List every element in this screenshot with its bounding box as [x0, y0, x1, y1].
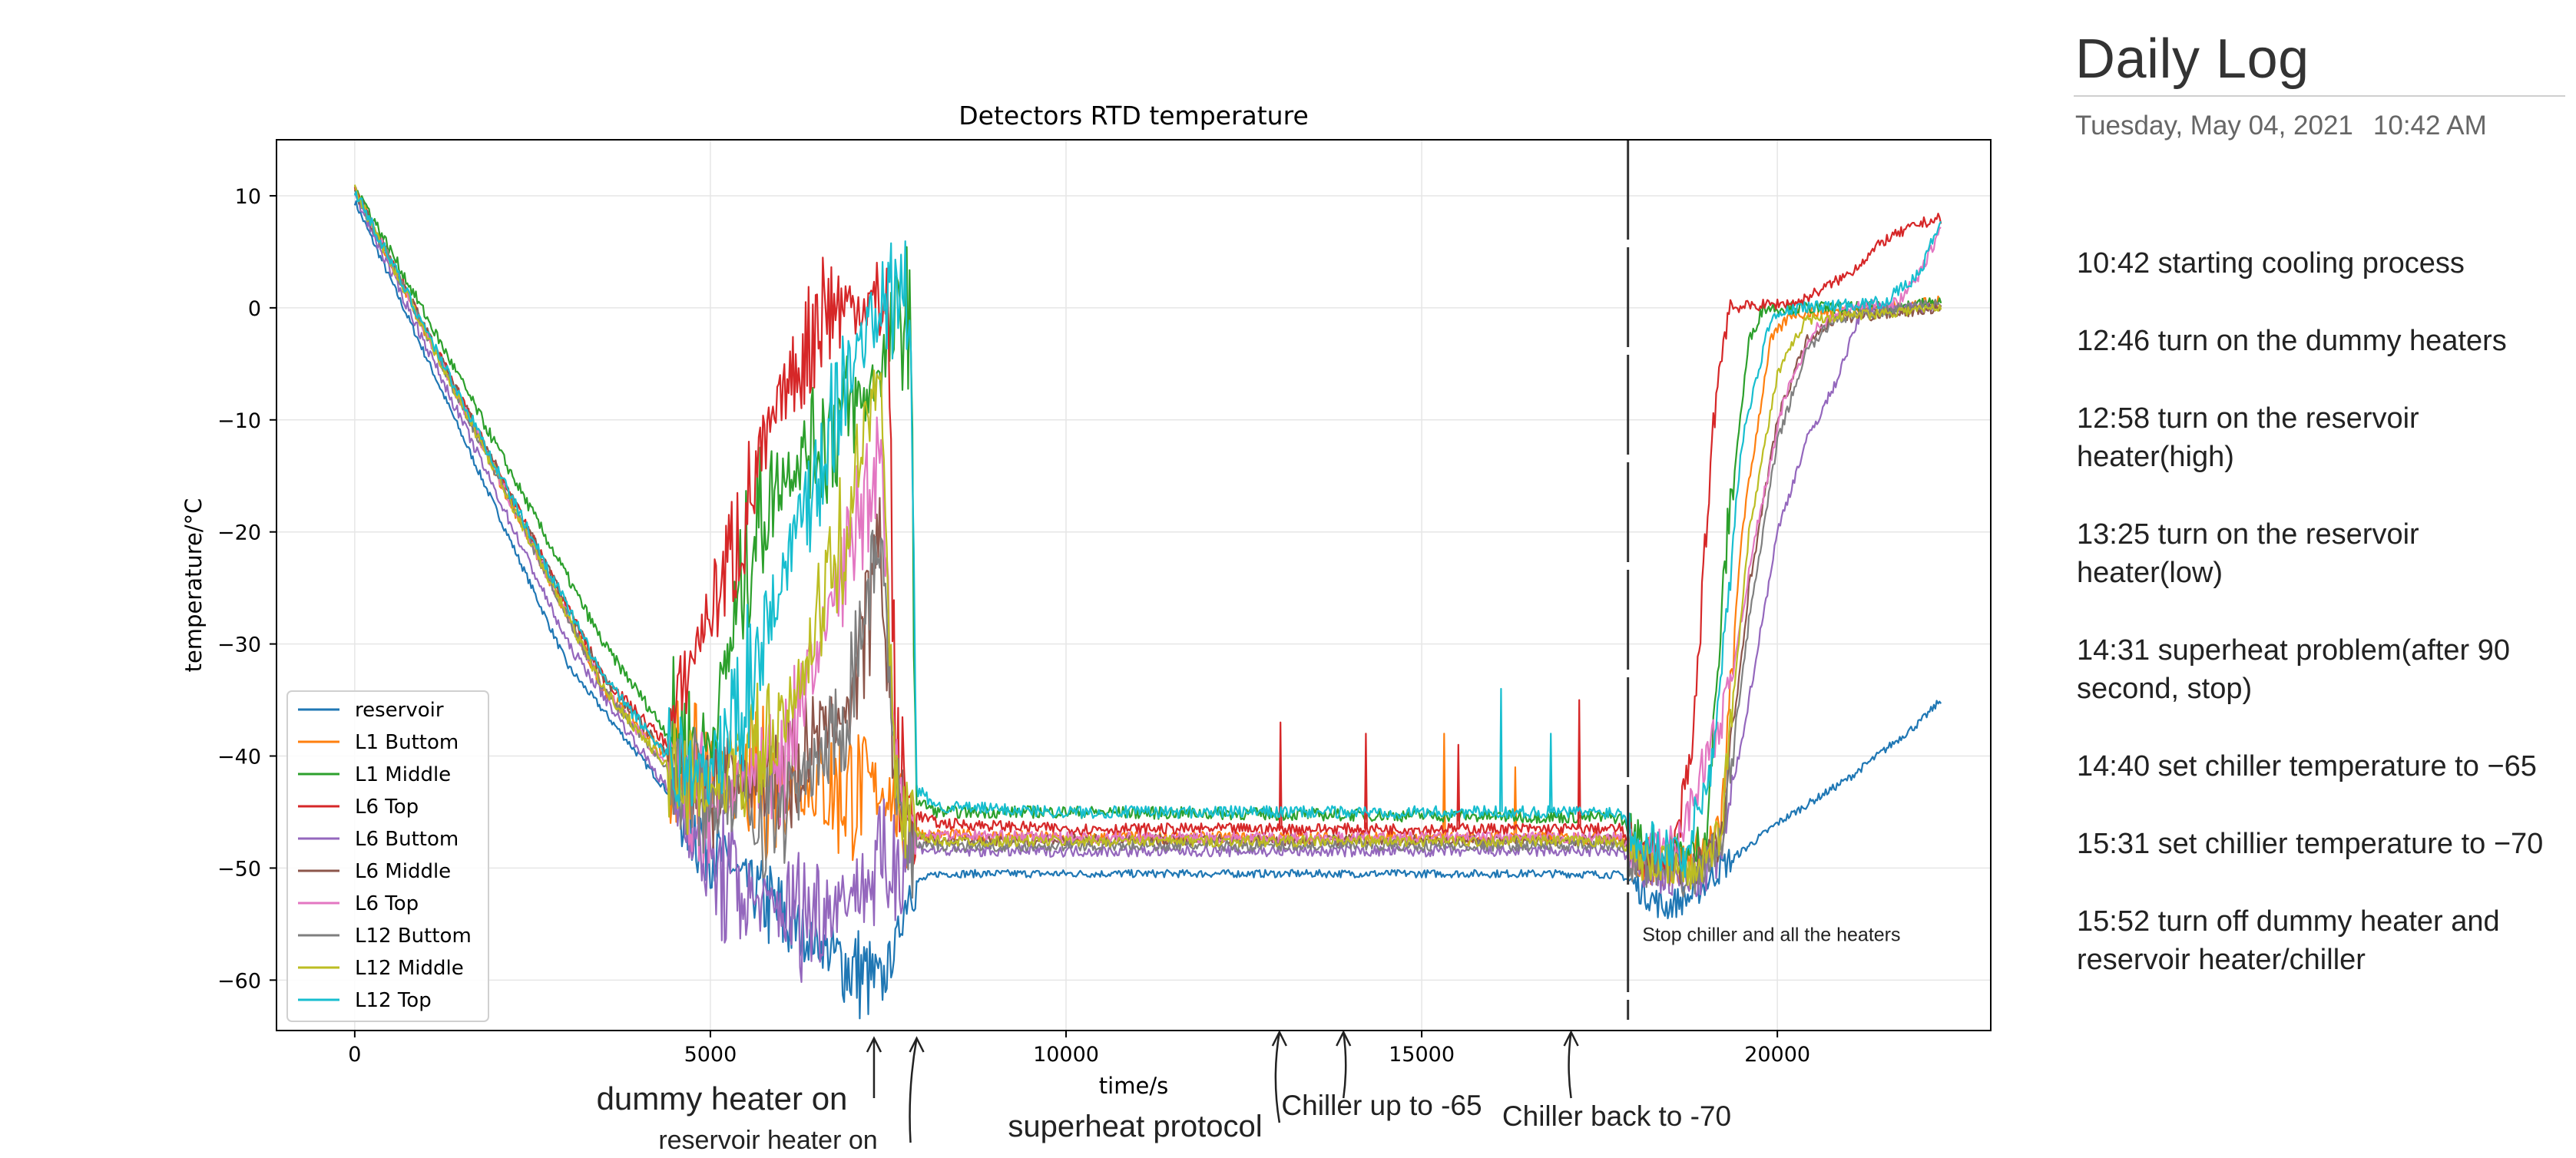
legend-label: reservoir — [355, 699, 444, 722]
series-lines — [353, 184, 1942, 1020]
annotation-arrowhead — [1563, 1030, 1579, 1047]
annotation-label: dummy heater on — [597, 1080, 848, 1117]
series-line-8 — [353, 184, 1942, 890]
annotation-arrowhead — [909, 1036, 925, 1053]
log-entry: 15:31 set chillier temperature to −70 — [2077, 828, 2544, 860]
annotation-label: Chiller back to -70 — [1502, 1100, 1731, 1132]
log-title: Daily Log — [2075, 28, 2309, 90]
annotation-arrow — [1274, 1031, 1281, 1123]
plot-frame — [276, 139, 1992, 1031]
y-axis-label: temperature/°C — [180, 498, 207, 673]
x-tick-label: 5000 — [684, 1043, 737, 1067]
legend-label: L12 Buttom — [355, 925, 472, 948]
series-line-4 — [353, 192, 1942, 983]
annotation-arrow — [1342, 1031, 1347, 1099]
x-tick-label: 15000 — [1389, 1043, 1455, 1067]
legend-label: L12 Top — [355, 989, 432, 1012]
series-line-3 — [353, 187, 1942, 887]
legend-label: L6 Middle — [355, 860, 451, 883]
handwritten-annotations: dummy heater on reservoir heater on superh… — [597, 1030, 1731, 1155]
annotation-arrow — [909, 1037, 918, 1143]
annotation-arrowhead — [1271, 1030, 1287, 1047]
log-entry: 12:58 turn on the reservoir heater(high) — [2077, 402, 2419, 473]
grid — [276, 140, 1991, 1031]
log-entry: 13:25 turn on the reservoir heater(low) — [2077, 518, 2419, 589]
log-entry: 15:52 turn off dummy heater and reservoi… — [2077, 905, 2500, 976]
legend-label: L6 Top — [355, 796, 419, 819]
legend-label: L6 Top — [355, 892, 419, 915]
log-entry: 12:46 turn on the dummy heaters — [2077, 325, 2507, 357]
log-entry: 14:40 set chiller temperature to −65 — [2077, 750, 2537, 782]
legend-label: L1 Buttom — [355, 731, 459, 754]
annotation-arrow — [1568, 1031, 1572, 1099]
x-axis-label: time/s — [1099, 1073, 1168, 1099]
legend-label: L12 Middle — [355, 957, 464, 980]
annotation-label: Chiller up to -65 — [1281, 1090, 1482, 1121]
x-tick-label: 0 — [348, 1043, 361, 1067]
y-tick-label: −30 — [217, 634, 261, 657]
log-entries: 10:42 starting cooling process 12:46 tur… — [2077, 244, 2561, 1018]
y-tick-label: −50 — [217, 857, 261, 881]
log-entry: 14:31 superheat problem(after 90 second,… — [2077, 634, 2511, 705]
y-tick-label: 10 — [235, 185, 261, 209]
legend: reservoir L1 Buttom L1 Middle L6 Top L6 Butt… — [286, 690, 489, 1022]
y-tick-label: −60 — [217, 969, 261, 993]
legend-label: L1 Middle — [355, 763, 451, 786]
x-tick-label: 20000 — [1744, 1043, 1810, 1067]
chart-title: Detectors RTD temperature — [959, 101, 1309, 131]
log-entry: 10:42 starting cooling process — [2077, 247, 2465, 280]
y-tick-label: −20 — [217, 521, 261, 545]
annotation-arrowhead — [1336, 1030, 1352, 1047]
y-tick-label: −10 — [217, 409, 261, 433]
log-title-divider — [2074, 95, 2565, 97]
annotation-arrowhead — [866, 1036, 882, 1053]
x-tick-label: 10000 — [1033, 1043, 1099, 1067]
axis-ticks: 0 5000 10000 15000 20000 10 0 −10 −20 −30 −40 −50 −6… — [217, 185, 1810, 1067]
y-tick-label: 0 — [248, 297, 261, 321]
series-line-7 — [353, 185, 1942, 899]
legend-label: L6 Buttom — [355, 828, 459, 851]
annotation-label: superheat protocol — [1008, 1110, 1262, 1143]
series-line-0 — [353, 200, 1942, 1020]
inner-annotation: Stop chiller and all the heaters — [1642, 924, 1900, 945]
stop-chiller-annotation: Stop chiller and all the heaters — [1642, 924, 1900, 945]
log-time: 10:42 AM — [2372, 111, 2487, 141]
y-tick-label: −40 — [217, 746, 261, 769]
log-date: Tuesday, May 04, 2021 — [2075, 111, 2353, 141]
annotation-label: reservoir heater on — [658, 1126, 877, 1155]
daily-log-panel: Daily Log Tuesday, May 04, 2021 10:42 AM … — [2074, 0, 2565, 1158]
log-datetime: Tuesday, May 04, 2021 10:42 AM — [2075, 111, 2487, 141]
series-line-9 — [353, 190, 1942, 878]
series-line-6 — [354, 185, 1942, 875]
